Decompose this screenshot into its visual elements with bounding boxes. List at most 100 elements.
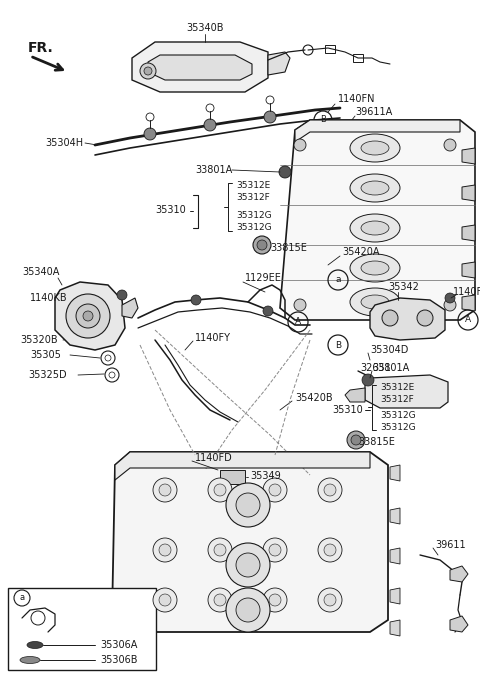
Polygon shape: [55, 282, 125, 350]
Circle shape: [144, 128, 156, 140]
Circle shape: [269, 594, 281, 606]
Polygon shape: [390, 548, 400, 564]
Circle shape: [236, 598, 260, 622]
Polygon shape: [345, 388, 365, 402]
Polygon shape: [462, 148, 475, 164]
Circle shape: [279, 166, 291, 178]
Bar: [220, 470, 245, 484]
Text: 35312G: 35312G: [380, 411, 416, 419]
Text: 33801A: 33801A: [195, 165, 232, 175]
Text: 1140FY: 1140FY: [195, 333, 231, 343]
Circle shape: [324, 594, 336, 606]
Text: A: A: [465, 315, 471, 325]
Circle shape: [83, 311, 93, 321]
Circle shape: [208, 588, 232, 612]
Text: 35312G: 35312G: [236, 212, 272, 221]
Polygon shape: [462, 185, 475, 201]
Circle shape: [318, 588, 342, 612]
Text: 35312F: 35312F: [380, 396, 414, 405]
Circle shape: [264, 111, 276, 123]
Text: 35342: 35342: [388, 282, 419, 292]
Text: 35312G: 35312G: [380, 422, 416, 432]
Text: 35306B: 35306B: [100, 655, 137, 665]
Text: a: a: [335, 276, 341, 285]
Circle shape: [263, 588, 287, 612]
Circle shape: [294, 139, 306, 151]
Text: 35310: 35310: [155, 205, 186, 215]
Circle shape: [445, 293, 455, 303]
Polygon shape: [112, 452, 388, 632]
Text: 35305: 35305: [30, 350, 61, 360]
Text: 39611A: 39611A: [355, 107, 392, 117]
Text: B: B: [320, 116, 326, 125]
Circle shape: [159, 544, 171, 556]
Ellipse shape: [350, 288, 400, 316]
Ellipse shape: [27, 642, 43, 648]
Text: 35310: 35310: [332, 405, 363, 415]
Circle shape: [263, 538, 287, 562]
Circle shape: [226, 588, 270, 632]
Text: 1129EE: 1129EE: [245, 273, 282, 283]
Polygon shape: [132, 42, 268, 92]
Circle shape: [226, 483, 270, 527]
Text: 35320B: 35320B: [20, 335, 58, 345]
Circle shape: [324, 484, 336, 496]
Text: 35349: 35349: [250, 471, 281, 481]
Circle shape: [351, 435, 361, 445]
Text: 35304H: 35304H: [45, 138, 83, 148]
Circle shape: [153, 588, 177, 612]
Circle shape: [236, 493, 260, 517]
Circle shape: [362, 374, 374, 386]
Polygon shape: [365, 375, 448, 408]
Polygon shape: [390, 620, 400, 636]
Circle shape: [263, 478, 287, 502]
Text: 39611: 39611: [435, 540, 466, 550]
Ellipse shape: [361, 221, 389, 235]
Polygon shape: [295, 120, 460, 142]
Text: 1140FD: 1140FD: [195, 453, 233, 463]
Polygon shape: [450, 616, 468, 632]
Circle shape: [159, 484, 171, 496]
Text: 1140FN: 1140FN: [338, 94, 375, 104]
Polygon shape: [462, 262, 475, 278]
Ellipse shape: [350, 174, 400, 202]
Circle shape: [159, 594, 171, 606]
Circle shape: [294, 299, 306, 311]
Polygon shape: [390, 465, 400, 481]
Text: 33815E: 33815E: [358, 437, 395, 447]
Polygon shape: [148, 55, 252, 80]
Circle shape: [236, 553, 260, 577]
Text: 35420A: 35420A: [342, 247, 380, 257]
Ellipse shape: [350, 214, 400, 242]
Ellipse shape: [361, 261, 389, 275]
Circle shape: [226, 543, 270, 587]
Circle shape: [140, 63, 156, 79]
Circle shape: [117, 290, 127, 300]
Text: 1140KB: 1140KB: [30, 293, 68, 303]
Polygon shape: [462, 295, 475, 311]
Text: 32651: 32651: [360, 363, 391, 373]
Ellipse shape: [20, 656, 40, 663]
Circle shape: [318, 538, 342, 562]
Text: 35312E: 35312E: [380, 383, 414, 392]
Text: 35312F: 35312F: [236, 193, 270, 202]
Text: B: B: [335, 340, 341, 349]
Polygon shape: [462, 225, 475, 241]
Circle shape: [318, 478, 342, 502]
Text: 35312G: 35312G: [236, 223, 272, 232]
Circle shape: [382, 310, 398, 326]
Circle shape: [444, 299, 456, 311]
Ellipse shape: [361, 141, 389, 155]
Circle shape: [417, 310, 433, 326]
Polygon shape: [280, 120, 475, 320]
Circle shape: [269, 484, 281, 496]
Ellipse shape: [361, 295, 389, 309]
Text: 35420B: 35420B: [295, 393, 333, 403]
Circle shape: [324, 544, 336, 556]
Ellipse shape: [361, 181, 389, 195]
Text: A: A: [295, 317, 301, 326]
Polygon shape: [115, 452, 370, 480]
Polygon shape: [122, 298, 138, 318]
Circle shape: [204, 119, 216, 131]
Polygon shape: [450, 566, 468, 582]
